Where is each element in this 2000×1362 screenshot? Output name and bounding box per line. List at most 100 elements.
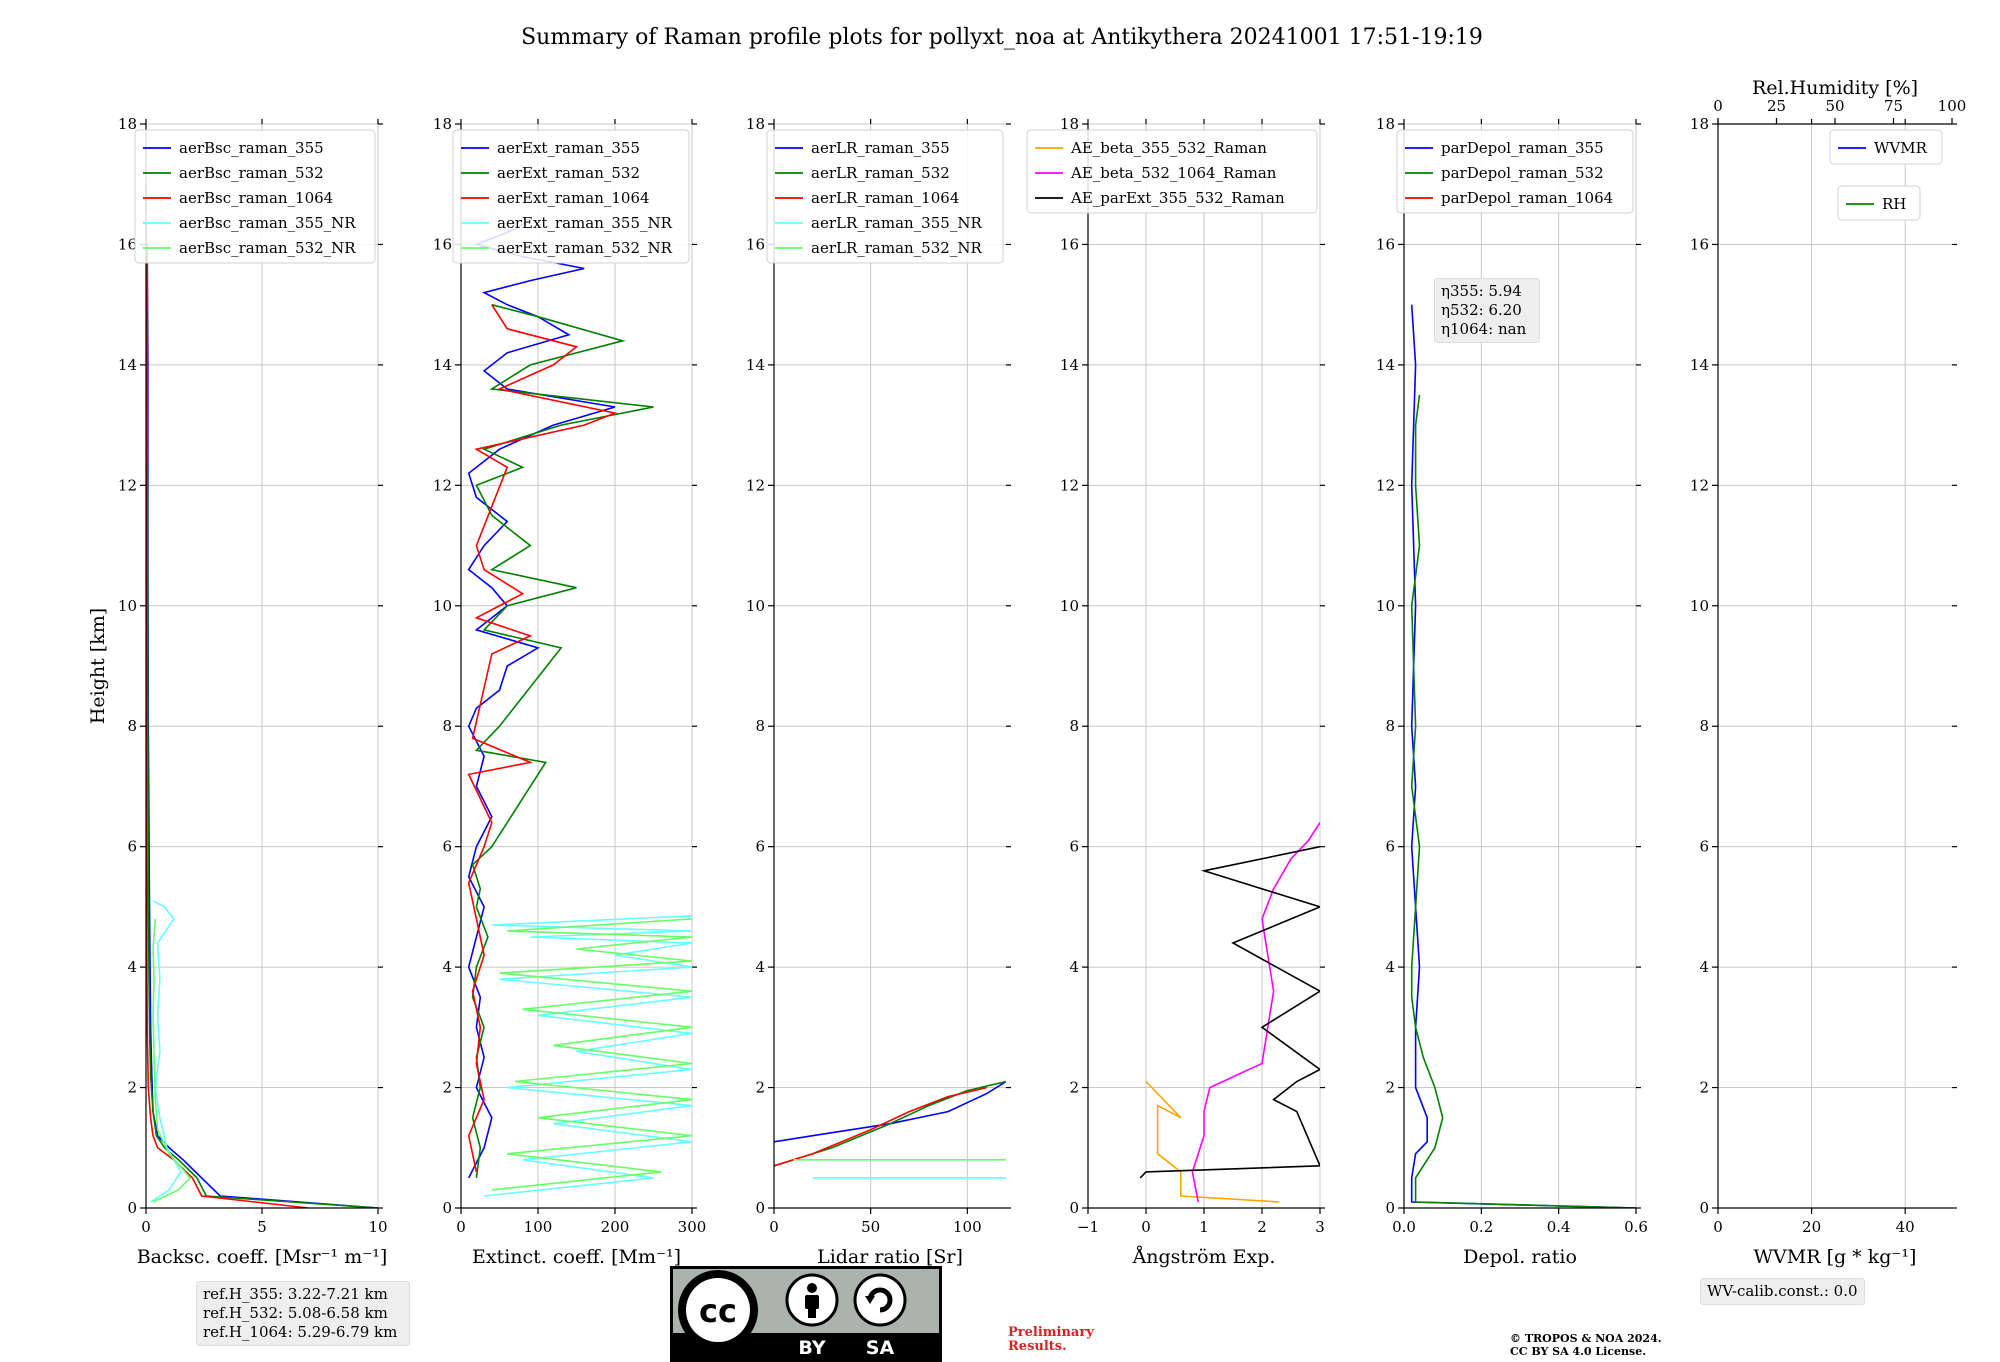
legend-box xyxy=(1396,129,1634,214)
y-tick-label: 8 xyxy=(1385,717,1395,735)
x-tick-label: 0 xyxy=(141,1218,151,1236)
series-line-aerExt_raman_355 xyxy=(467,219,616,1179)
legend-label-WVMR: WVMR xyxy=(1874,139,1928,157)
y-tick-label: 6 xyxy=(442,838,452,856)
x-tick-label: 2 xyxy=(1257,1218,1267,1236)
series-line-aerExt_raman_532_NR xyxy=(491,918,692,1191)
y-tick-label: 2 xyxy=(442,1079,452,1097)
series-line-aerBsc_raman_1064 xyxy=(146,184,309,1208)
y-tick-label: 0 xyxy=(1069,1199,1079,1217)
series-line-aerLR_raman_355 xyxy=(774,1080,1006,1143)
copyright-line-1: © TROPOS & NOA 2024. xyxy=(1510,1332,1662,1345)
y-tick-label: 10 xyxy=(1690,597,1709,615)
x-tick-label: 50 xyxy=(861,1218,880,1236)
y-tick-label: 18 xyxy=(1060,115,1079,133)
panel-extinction: 0 2 4 6 8 10 12 14 16 18 0 100 200 300 Extinct. coeff.… xyxy=(433,115,706,1268)
y-tick-label: 10 xyxy=(746,597,765,615)
y-tick-label: 2 xyxy=(1069,1079,1079,1097)
y-tick-label: 18 xyxy=(118,115,137,133)
by-icon-body xyxy=(805,1295,819,1309)
series-line-aerBsc_raman_532_NR xyxy=(152,918,192,1203)
series-line-aerLR_raman_1064 xyxy=(774,1086,987,1167)
y-tick-label: 0 xyxy=(1699,1199,1709,1217)
y-tick-label: 12 xyxy=(1376,476,1395,494)
x-tick-label: 40 xyxy=(1896,1218,1915,1236)
legend-label-aerExt_raman_355: aerExt_raman_355 xyxy=(497,139,640,157)
y-tick-label: 0 xyxy=(1385,1199,1395,1217)
x-tick-label: 100 xyxy=(524,1218,553,1236)
y-tick-label: 6 xyxy=(127,838,137,856)
y-tick-label: 4 xyxy=(755,958,765,976)
x-tick-label: −1 xyxy=(1077,1218,1099,1236)
legend-label-aerBsc_raman_532_NR: aerBsc_raman_532_NR xyxy=(179,239,356,257)
series-group xyxy=(1410,304,1636,1208)
y-tick-label: 0 xyxy=(442,1199,452,1217)
cc-circle-inner xyxy=(686,1278,750,1342)
x-tick-label: 0 xyxy=(1141,1218,1151,1236)
series-line-aerLR_raman_532 xyxy=(774,1080,1006,1167)
sa-icon-arc xyxy=(867,1287,893,1313)
x-axis-label: Extinct. coeff. [Mm⁻¹] xyxy=(472,1246,681,1268)
y-tick-label: 12 xyxy=(1060,476,1079,494)
x-tick-label: 0 xyxy=(1713,1218,1723,1236)
y-tick-label: 4 xyxy=(127,958,137,976)
legend-label-AE_beta_355_532_Raman: AE_beta_355_532_Raman xyxy=(1070,139,1267,157)
legend-label-AE_beta_532_1064_Raman: AE_beta_532_1064_Raman xyxy=(1070,164,1277,182)
series-line-aerBsc_raman_355_NR xyxy=(150,900,182,1203)
x-axis-label: WVMR [g * kg⁻¹] xyxy=(1754,1246,1917,1268)
y-tick-label: 4 xyxy=(442,958,452,976)
series-group xyxy=(467,219,692,1197)
y-tick-label: 14 xyxy=(1060,356,1079,374)
y-tick-label: 8 xyxy=(127,717,137,735)
ref-height-532: ref.H_532: 5.08-6.58 km xyxy=(203,1304,388,1322)
y-tick-label: 2 xyxy=(1385,1079,1395,1097)
wv-calib-text: WV-calib.const.: 0.0 xyxy=(1707,1282,1858,1300)
y-tick-label: 18 xyxy=(746,115,765,133)
preliminary-line-2: Results. xyxy=(1008,1339,1067,1354)
cc-by-sa-badge: cc BY SA xyxy=(670,1266,942,1362)
legend-label-aerLR_raman_532_NR: aerLR_raman_532_NR xyxy=(811,239,982,257)
y-tick-label: 18 xyxy=(1690,115,1709,133)
sa-icon xyxy=(853,1273,907,1327)
by-label: BY xyxy=(798,1337,825,1359)
x-axis-label: Ångström Exp. xyxy=(1132,1246,1276,1268)
legend-label-aerBsc_raman_532: aerBsc_raman_532 xyxy=(179,164,324,182)
y-tick-label: 2 xyxy=(1699,1079,1709,1097)
rh-tick-label: 100 xyxy=(1938,97,1967,115)
rh-tick-label: 50 xyxy=(1825,97,1844,115)
series-line-aerBsc_raman_532 xyxy=(146,244,378,1208)
x-tick-label: 0.6 xyxy=(1624,1218,1648,1236)
legend-label-aerBsc_raman_355: aerBsc_raman_355 xyxy=(179,139,324,157)
cc-logo-text: cc xyxy=(699,1292,737,1330)
y-tick-label: 4 xyxy=(1069,958,1079,976)
y-tick-label: 6 xyxy=(755,838,765,856)
y-tick-label: 16 xyxy=(118,235,137,253)
y-tick-label: 12 xyxy=(746,476,765,494)
y-tick-label: 2 xyxy=(127,1079,137,1097)
legend-label-aerLR_raman_532: aerLR_raman_532 xyxy=(811,164,950,182)
x-tick-label: 0.4 xyxy=(1547,1218,1571,1236)
legend-label-aerLR_raman_355: aerLR_raman_355 xyxy=(811,139,950,157)
x-tick-label: 10 xyxy=(368,1218,387,1236)
rh-tick-label: 0 xyxy=(1713,97,1723,115)
legend-label-aerBsc_raman_1064: aerBsc_raman_1064 xyxy=(179,189,333,207)
x-tick-label: 100 xyxy=(953,1218,982,1236)
series-line-parDepol_raman_532 xyxy=(1410,394,1636,1208)
x-tick-label: 300 xyxy=(678,1218,707,1236)
y-tick-label: 0 xyxy=(755,1199,765,1217)
y-tick-label: 6 xyxy=(1699,838,1709,856)
y-tick-label: 8 xyxy=(1699,717,1709,735)
eta-355: η355: 5.94 xyxy=(1441,282,1522,300)
eta-1064: η1064: nan xyxy=(1441,320,1527,338)
sa-label: SA xyxy=(866,1337,895,1359)
legend-box xyxy=(1837,185,1921,221)
x-tick-label: 3 xyxy=(1315,1218,1325,1236)
y-tick-label: 16 xyxy=(433,235,452,253)
by-icon-head xyxy=(807,1283,817,1293)
y-tick-label: 16 xyxy=(1060,235,1079,253)
x-tick-label: 200 xyxy=(601,1218,630,1236)
x-axis-label: Depol. ratio xyxy=(1463,1246,1577,1268)
